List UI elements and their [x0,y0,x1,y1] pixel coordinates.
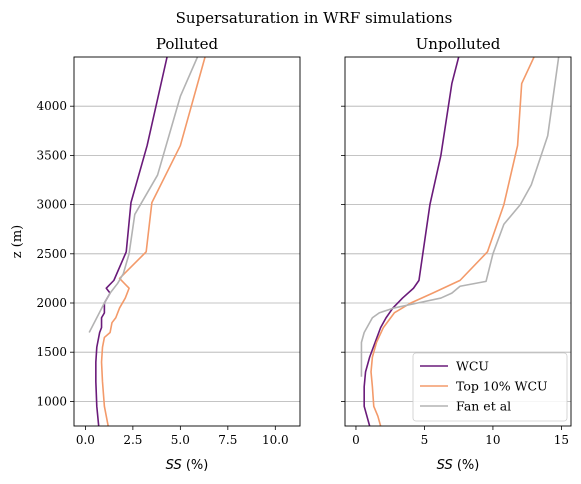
x-axis-label-unit: (%) [182,458,209,473]
legend-label: WCU [456,359,489,374]
x-tick-label: 2.5 [123,433,142,447]
x-tick-label: 15 [554,433,569,447]
figure-suptitle: Supersaturation in WRF simulations [176,9,453,27]
x-axis-label: SS (%) [437,458,480,473]
panel-polluted: 0.0 2.5 5.0 7.5 10.0 1000 1500 2000 2500 3000 3500… [10,35,301,473]
y-tick-label: 3500 [36,148,67,162]
legend-label: Top 10% WCU [456,379,548,394]
series-line-wcu [95,57,168,426]
series-line-wcu [363,57,460,426]
x-tick-label: 5.0 [171,433,190,447]
panel-title: Polluted [156,35,219,53]
y-tick-label: 3000 [36,198,67,212]
panel-title: Unpolluted [416,35,501,53]
legend-box [412,352,568,422]
y-tick-label: 2000 [36,296,67,310]
x-tick-label: 7.5 [218,433,237,447]
x-axis-label: SS (%) [166,458,209,473]
x-tick-label: 5 [421,433,429,447]
series-line-fan-et-al [360,57,560,377]
x-tick-label: 10 [485,433,500,447]
y-tick-label: 1000 [36,394,67,408]
y-tick-label: 1500 [36,345,67,359]
x-axis-label-unit: (%) [453,458,480,473]
legend-label: Fan et al [456,399,511,414]
y-tick-label: 2500 [36,247,67,261]
axes-frame [344,56,572,427]
series-line-top-10-wcu [370,57,535,426]
x-tick-label: 10.0 [262,433,289,447]
axes-frame [73,56,301,427]
y-tick-label: 4000 [36,99,67,113]
legend: WCU Top 10% WCU Fan et al [412,352,568,422]
series-line-top-10-wcu [100,57,206,426]
x-axis-label-symbol: SS [437,458,453,473]
x-tick-label: 0 [352,433,360,447]
y-axis-label: z (m) [10,225,25,258]
x-tick-label: 0.0 [76,433,95,447]
panel-unpolluted: 0 5 10 15 Unpolluted SS (%) WCU Top 10% WCU Fan … [341,35,572,473]
x-axis-label-symbol: SS [166,458,182,473]
series-line-fan-et-al [88,57,199,333]
